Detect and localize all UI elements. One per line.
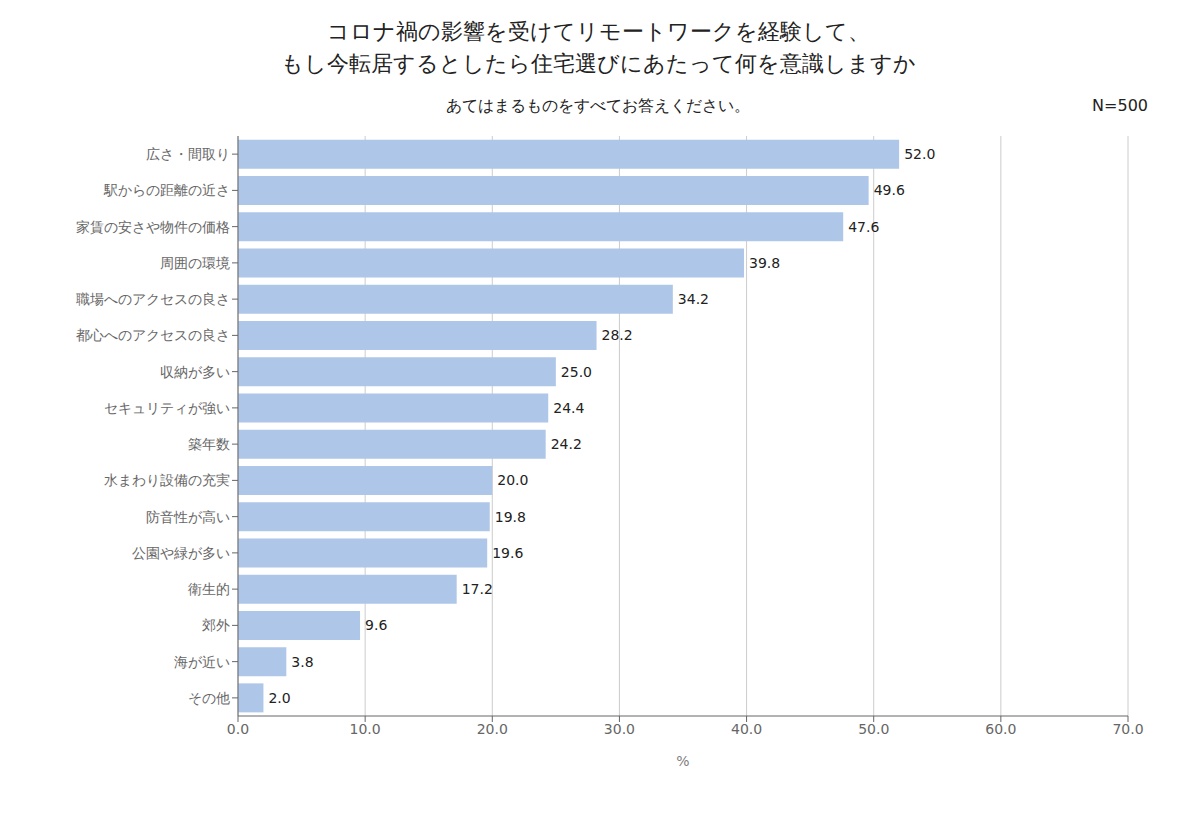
svg-text:広さ・間取り: 広さ・間取り [146,146,230,162]
svg-text:職場へのアクセスの良さ: 職場へのアクセスの良さ [76,291,230,307]
svg-text:郊外: 郊外 [202,617,230,633]
svg-text:20.0: 20.0 [497,472,528,488]
svg-text:10.0: 10.0 [350,721,381,737]
svg-text:19.8: 19.8 [495,509,526,525]
svg-text:20.0: 20.0 [477,721,508,737]
svg-text:収納が多い: 収納が多い [160,364,230,380]
svg-text:47.6: 47.6 [848,219,879,235]
svg-text:24.2: 24.2 [551,436,582,452]
svg-text:39.8: 39.8 [749,255,780,271]
svg-text:17.2: 17.2 [462,581,493,597]
svg-text:0.0: 0.0 [227,721,249,737]
svg-text:セキュリティが強い: セキュリティが強い [104,400,230,416]
svg-text:家賃の安さや物件の価格: 家賃の安さや物件の価格 [76,219,230,235]
svg-text:49.6: 49.6 [874,182,905,198]
svg-text:3.8: 3.8 [291,654,313,670]
svg-text:%: % [676,753,689,769]
svg-text:衛生的: 衛生的 [188,581,230,597]
svg-text:2.0: 2.0 [268,690,290,706]
svg-text:海が近い: 海が近い [174,654,230,670]
svg-text:34.2: 34.2 [678,291,709,307]
svg-text:50.0: 50.0 [858,721,889,737]
svg-text:周囲の環境: 周囲の環境 [160,255,230,271]
svg-text:防音性が高い: 防音性が高い [146,509,230,525]
html-text:あてはまるものをすべてお答えください。: あてはまるものをすべてお答えください。 [446,96,750,115]
svg-text:24.4: 24.4 [553,400,584,416]
svg-text:都心へのアクセスの良さ: 都心へのアクセスの良さ [76,327,230,343]
svg-text:60.0: 60.0 [985,721,1016,737]
svg-text:70.0: 70.0 [1112,721,1143,737]
html-text:N=500: N=500 [1092,96,1148,115]
svg-text:水まわり設備の充実: 水まわり設備の充実 [104,472,230,488]
svg-text:30.0: 30.0 [604,721,635,737]
svg-text:築年数: 築年数 [188,436,230,452]
svg-text:19.6: 19.6 [492,545,523,561]
svg-text:駅からの距離の近さ: 駅からの距離の近さ [103,182,230,198]
html-text:コロナ禍の影響を受けてリモートワークを経験して、: コロナ禍の影響を受けてリモートワークを経験して、 [326,19,870,44]
svg-text:その他: その他 [188,690,230,706]
svg-text:52.0: 52.0 [904,146,935,162]
svg-text:28.2: 28.2 [602,327,633,343]
html-text:もし今転居するとしたら住宅選びにあたって何を意識しますか: もし今転居するとしたら住宅選びにあたって何を意識しますか [280,51,916,76]
svg-text:9.6: 9.6 [365,617,387,633]
svg-text:公園や緑が多い: 公園や緑が多い [132,545,230,561]
svg-text:25.0: 25.0 [561,364,592,380]
svg-text:40.0: 40.0 [731,721,762,737]
